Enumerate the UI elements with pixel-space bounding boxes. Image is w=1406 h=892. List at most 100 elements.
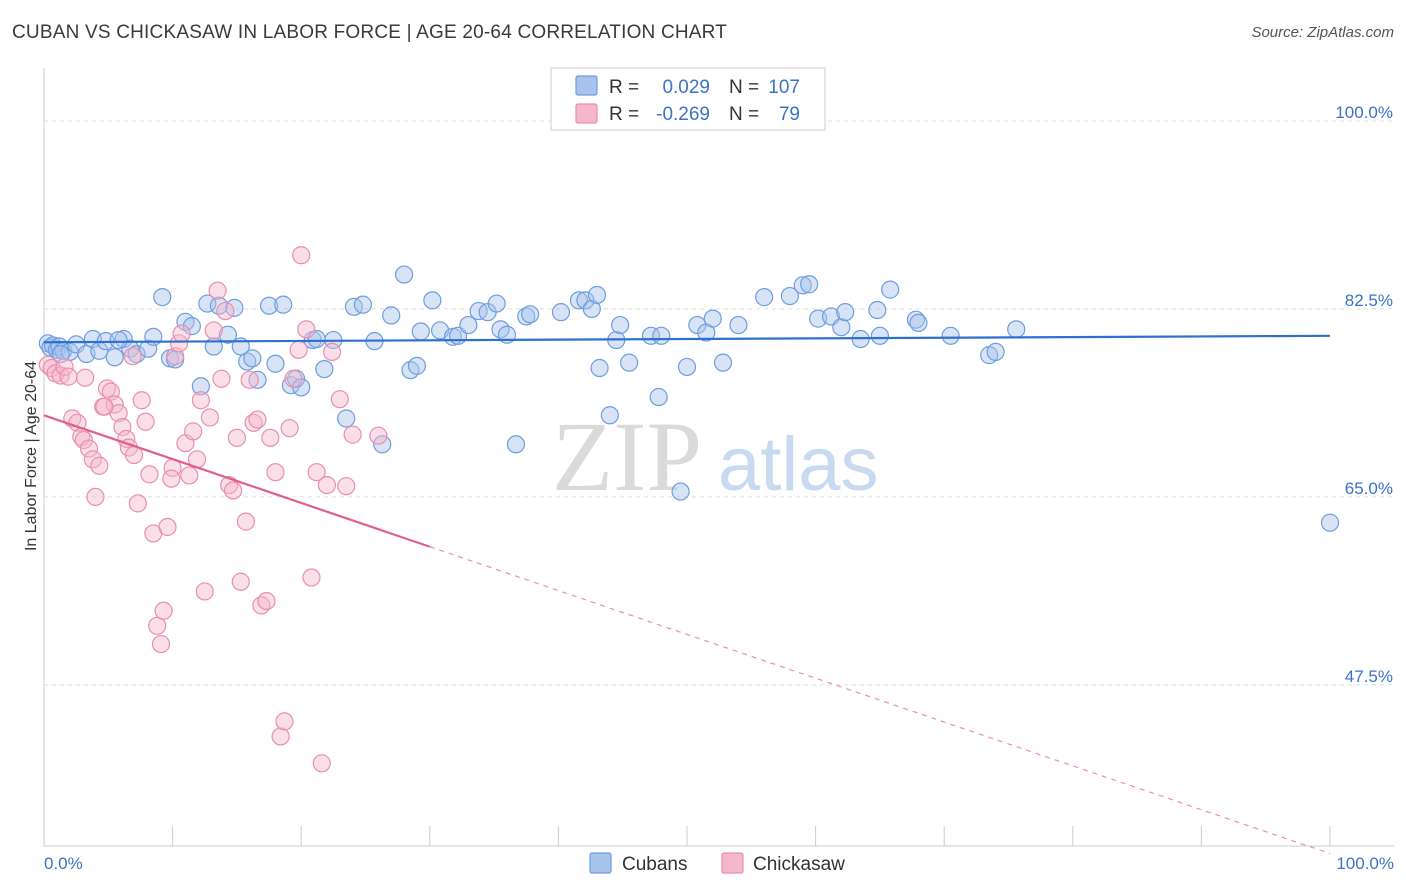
legend-n-value-2: 79 [779, 104, 800, 125]
cubans-point [191, 377, 210, 396]
cubans-point [652, 326, 671, 345]
cubans-point [407, 356, 427, 375]
cubans-point [800, 275, 819, 294]
cubans-point [266, 354, 285, 373]
chickasaw-point [231, 572, 250, 591]
cubans-point [198, 294, 217, 313]
chickasaw-point [292, 246, 311, 265]
chickasaw-point [140, 465, 159, 484]
bottom-legend-swatch-chickasaw [721, 852, 744, 874]
cubans-point [729, 315, 748, 335]
cubans-point [153, 288, 172, 307]
cubans-point [373, 435, 392, 454]
chickasaw-point [289, 340, 308, 359]
y-tick-label: 100.0% [1335, 103, 1393, 122]
bottom-legend-chickasaw: Chickasaw [753, 854, 845, 875]
chickasaw-trend-line-extrapolated [429, 546, 1331, 855]
cubans-point [836, 303, 855, 322]
chickasaw-point [132, 391, 151, 410]
chickasaw-point [136, 412, 155, 431]
y-tick-label: 82.5% [1345, 291, 1393, 310]
x-axis-ticks [172, 826, 1331, 846]
watermark-atlas: atlas [718, 422, 879, 507]
chickasaw-point [180, 466, 199, 485]
cubans-point [587, 285, 607, 305]
x-tick-label-max: 100.0% [1336, 854, 1394, 873]
cubans-point [109, 330, 128, 350]
chickasaw-point [172, 324, 191, 343]
cubans-point [881, 280, 900, 299]
cubans-point [423, 291, 442, 310]
y-tick-labels: 100.0% 82.5% 65.0% 47.5% [1335, 103, 1393, 686]
cubans-point [906, 310, 926, 329]
chickasaw-point [200, 408, 219, 427]
cubans-point [1007, 320, 1026, 339]
cubans-point [793, 276, 812, 295]
chickasaw-point [284, 369, 303, 388]
legend-box: R = 0.029 N = 107 R = -0.269 N = 79 [550, 67, 826, 131]
cubans-point [620, 353, 639, 372]
gridlines [44, 120, 1394, 686]
chickasaw-point [322, 342, 342, 362]
cubans-point [274, 295, 293, 314]
trend-lines [43, 334, 1331, 855]
cubans-point [218, 325, 237, 344]
legend-swatch-chickasaw [575, 103, 598, 124]
cubans-point [487, 294, 506, 313]
cubans-point [459, 315, 478, 335]
chickasaw-point [248, 410, 267, 429]
chickasaw-point [223, 481, 243, 500]
legend-r-value-1: 0.029 [662, 77, 710, 98]
cubans-point [139, 339, 158, 358]
cubans-point [315, 359, 334, 379]
legend-swatch-cubans [575, 75, 598, 96]
y-tick-label: 47.5% [1345, 667, 1393, 686]
chickasaw-point [151, 634, 171, 654]
x-tick-label-min: 0.0% [44, 854, 83, 873]
chickasaw-point [275, 712, 294, 731]
chickasaw-point [302, 568, 321, 587]
cubans-point [671, 482, 690, 501]
chickasaw-point [204, 321, 223, 340]
cubans-point [703, 309, 722, 328]
chickasaw-point [257, 591, 276, 611]
legend-r-label-1: R = [609, 77, 639, 98]
cubans-point [582, 299, 601, 319]
chickasaw-point [184, 422, 203, 441]
chickasaw-point [271, 727, 290, 746]
chart-title: CUBAN VS CHICKASAW IN LABOR FORCE | AGE … [12, 22, 728, 43]
y-tick-label: 65.0% [1345, 479, 1393, 498]
chickasaw-point [191, 391, 210, 410]
chickasaw-point [162, 469, 181, 488]
cubans-point [337, 409, 356, 428]
legend-r-label-2: R = [609, 104, 639, 125]
cubans-point [1320, 513, 1340, 532]
chickasaw-point [83, 450, 102, 469]
legend-n-value-1: 107 [768, 77, 800, 98]
chickasaw-point [369, 426, 388, 445]
chickasaw-point [307, 463, 326, 482]
chickasaw-point [95, 397, 114, 416]
chickasaw-point [74, 430, 93, 450]
chickasaw-point [216, 301, 235, 321]
chickasaw-point [55, 357, 74, 377]
chickasaw-point [128, 494, 147, 513]
chickasaw-trend-line [43, 414, 431, 548]
cubans-point [590, 358, 609, 378]
chickasaw-point [227, 428, 246, 447]
cubans-point [243, 349, 262, 368]
chickasaw-point [236, 512, 256, 531]
cubans-point [870, 326, 890, 345]
chickasaw-point [297, 320, 316, 339]
cubans-point [353, 295, 373, 314]
cubans-point [382, 306, 401, 325]
cubans-point [259, 296, 279, 315]
cubans-point [248, 370, 267, 389]
legend-n-label-2: N = [729, 104, 759, 125]
cubans-trend-line [43, 334, 1331, 344]
chickasaw-point [337, 477, 356, 496]
cubans-point [600, 406, 619, 425]
cubans-point [182, 317, 201, 336]
chickasaw-point [59, 367, 78, 386]
